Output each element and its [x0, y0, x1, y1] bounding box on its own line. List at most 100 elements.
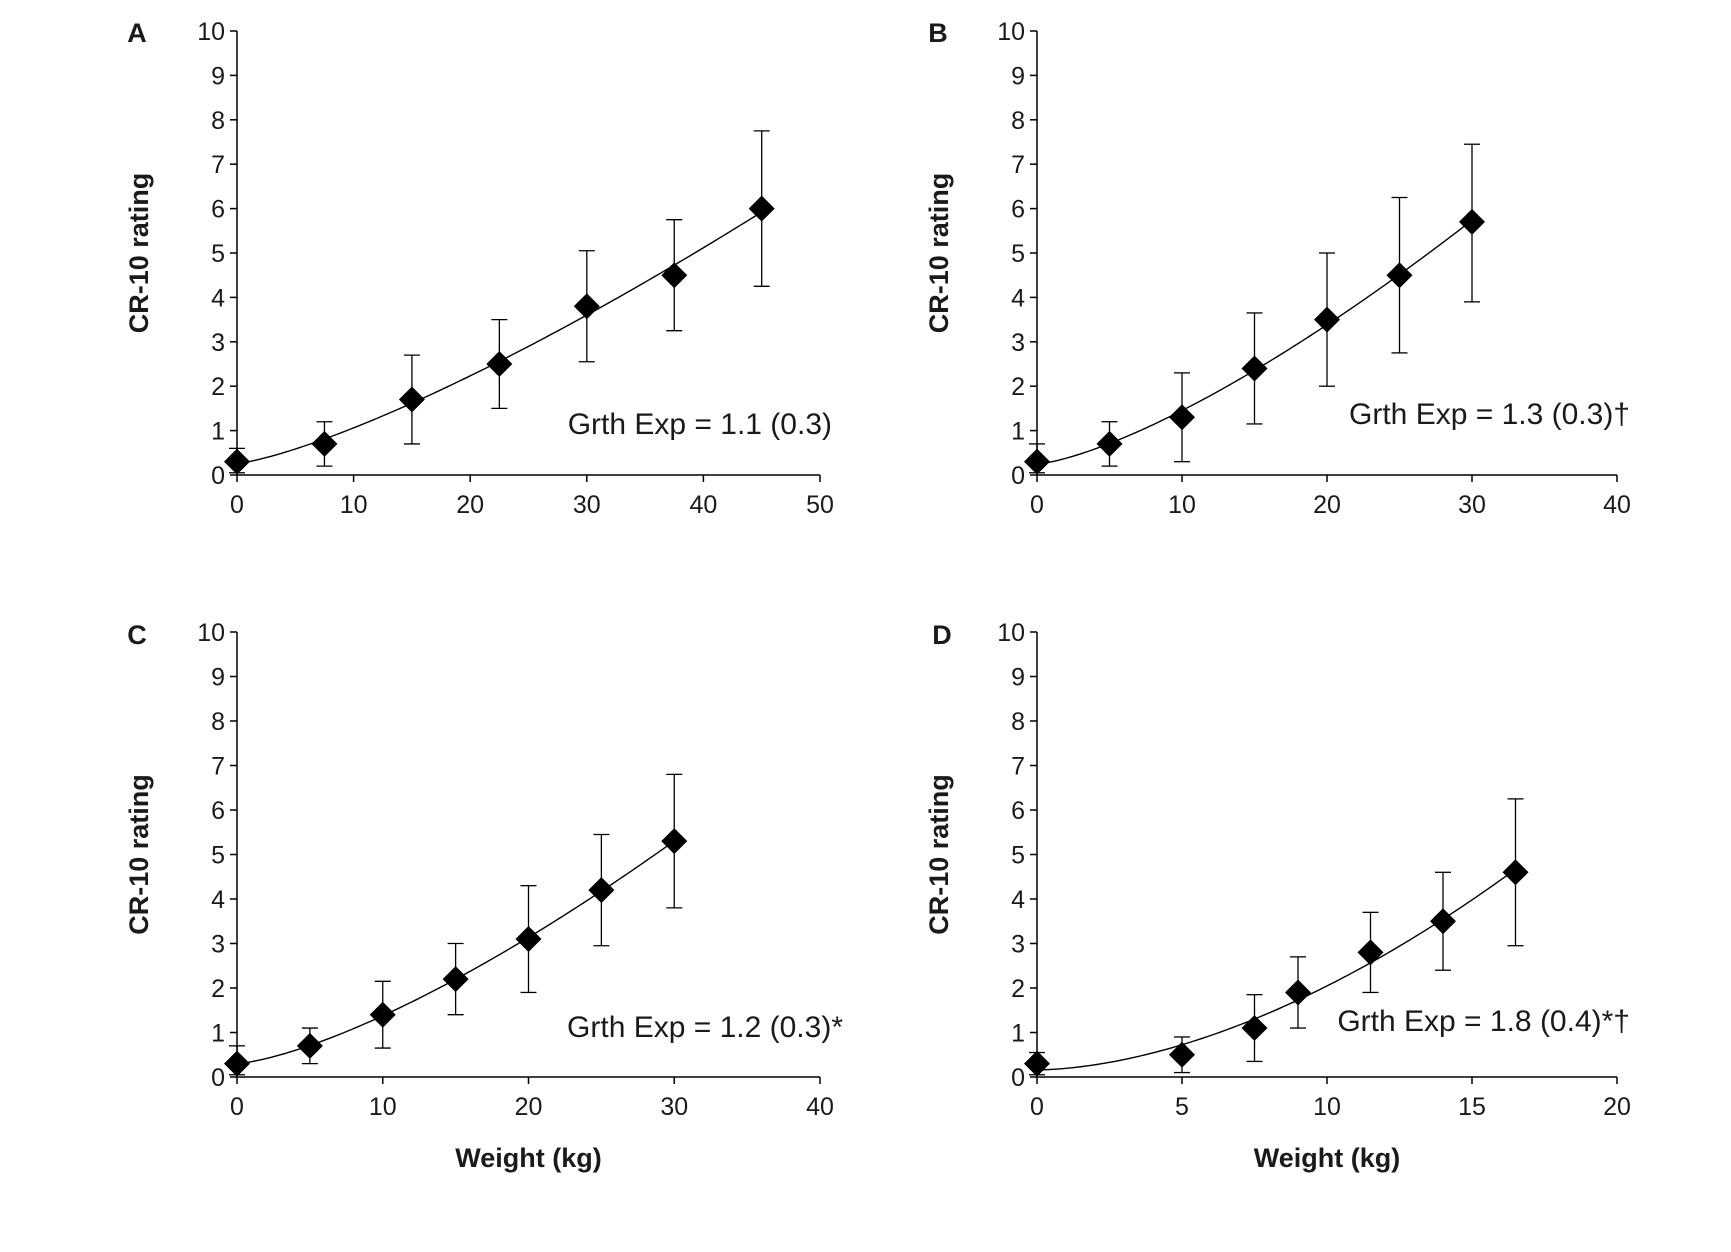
y-tick-label: 8: [211, 708, 225, 736]
x-tick-label: 50: [806, 491, 834, 519]
data-point: [296, 1032, 323, 1059]
data-point: [748, 195, 775, 222]
x-tick-label: 5: [1175, 1093, 1189, 1121]
y-axis-title: CR-10 rating: [924, 173, 954, 334]
x-tick-label: 20: [1603, 1093, 1631, 1121]
y-tick-label: 7: [1011, 151, 1025, 179]
x-tick-label: 0: [230, 491, 244, 519]
y-tick-label: 4: [1011, 284, 1025, 312]
data-point: [1024, 448, 1050, 475]
data-point: [573, 293, 600, 320]
data-point: [661, 828, 688, 855]
y-tick-label: 7: [1011, 753, 1025, 781]
x-tick-label: 30: [573, 491, 601, 519]
x-tick-label: 30: [1458, 491, 1486, 519]
data-point: [442, 966, 469, 993]
y-tick-label: 9: [211, 62, 225, 90]
y-tick-label: 8: [211, 107, 225, 135]
panel-c: 0 1 2 3 4 5 6 7 8 9 10 0 10 20 30 40 C CR-10 rating Weight…: [124, 619, 843, 1173]
data-point: [1169, 1041, 1195, 1068]
panel-letter: B: [928, 18, 948, 48]
y-tick-label: 1: [1011, 418, 1025, 446]
data-point: [661, 262, 688, 289]
y-tick-label: 2: [211, 373, 225, 401]
y-tick-label: 3: [1011, 329, 1025, 357]
x-tick-label: 10: [1168, 491, 1196, 519]
y-axis-title: CR-10 rating: [124, 173, 154, 334]
y-axis-title: CR-10 rating: [124, 774, 154, 935]
x-tick-label: 20: [456, 491, 484, 519]
x-tick-label: 10: [1313, 1093, 1341, 1121]
data-point: [1241, 355, 1268, 382]
panel-letter: D: [932, 620, 952, 650]
y-tick-label: 3: [1011, 931, 1025, 959]
y-tick-label: 8: [1011, 708, 1025, 736]
y-tick-label: 1: [211, 418, 225, 446]
data-point: [1285, 979, 1311, 1006]
x-tick-label: 40: [689, 491, 717, 519]
y-tick-label: 5: [1011, 842, 1025, 870]
x-tick-label: 30: [660, 1093, 688, 1121]
y-tick-label: 10: [197, 619, 225, 647]
x-tick-label: 40: [1603, 491, 1631, 519]
y-axis-title: CR-10 rating: [924, 774, 954, 935]
y-tick-label: 8: [1011, 107, 1025, 135]
x-tick-label: 20: [515, 1093, 543, 1121]
data-point: [1096, 430, 1123, 457]
data-point: [1314, 306, 1340, 333]
growth-exponent-label: Grth Exp = 1.2 (0.3)*: [567, 1011, 843, 1044]
data-point: [486, 351, 513, 377]
data-point: [224, 1050, 250, 1077]
y-tick-label: 6: [211, 797, 225, 825]
growth-exponent-label: Grth Exp = 1.8 (0.4)*†: [1337, 1005, 1630, 1038]
x-tick-label: 15: [1458, 1093, 1486, 1121]
data-point: [311, 430, 338, 457]
data-point: [1502, 859, 1529, 886]
data-point: [1169, 404, 1195, 431]
y-tick-label: 0: [211, 462, 225, 490]
y-tick-label: 10: [197, 18, 225, 46]
data-point: [588, 877, 615, 904]
panel-b: 0 1 2 3 4 5 6 7 8 9 10 0 10 20 30 40 B CR-10 rating Grth E…: [924, 18, 1631, 519]
y-tick-label: 1: [211, 1020, 225, 1048]
x-tick-label: 10: [369, 1093, 397, 1121]
data-point: [515, 926, 542, 953]
y-tick-label: 2: [211, 975, 225, 1003]
data-point: [1430, 908, 1456, 935]
y-tick-label: 9: [1011, 62, 1025, 90]
y-tick-label: 7: [211, 753, 225, 781]
y-tick-label: 1: [1011, 1020, 1025, 1048]
data-point: [1241, 1015, 1268, 1042]
x-tick-label: 10: [340, 491, 368, 519]
x-axis-title: Weight (kg): [1254, 1143, 1400, 1173]
y-tick-label: 2: [1011, 975, 1025, 1003]
y-tick-label: 0: [1011, 1064, 1025, 1092]
x-tick-label: 40: [806, 1093, 834, 1121]
y-tick-label: 0: [211, 1064, 225, 1092]
growth-exponent-label: Grth Exp = 1.3 (0.3)†: [1349, 398, 1630, 431]
data-point: [1459, 208, 1485, 235]
x-tick-label: 0: [1030, 491, 1044, 519]
y-tick-label: 10: [997, 18, 1025, 46]
y-tick-label: 9: [1011, 664, 1025, 692]
data-point: [1024, 1050, 1050, 1077]
y-tick-label: 10: [997, 619, 1025, 647]
growth-exponent-label: Grth Exp = 1.1 (0.3): [568, 408, 832, 441]
data-point: [224, 448, 250, 475]
data-point: [398, 386, 425, 413]
y-tick-label: 4: [211, 886, 225, 914]
y-tick-label: 5: [211, 240, 225, 268]
y-tick-label: 6: [1011, 196, 1025, 224]
x-tick-label: 0: [1030, 1093, 1044, 1121]
data-point: [1357, 939, 1384, 966]
panel-a: 0 1 2 3 4 5 6 7 8 9 10 0 10 20 30 40 50 A CR-10 rating Grth…: [124, 18, 834, 519]
x-tick-label: 20: [1313, 491, 1341, 519]
y-tick-label: 7: [211, 151, 225, 179]
y-tick-label: 6: [211, 196, 225, 224]
y-tick-label: 5: [211, 842, 225, 870]
y-tick-label: 6: [1011, 797, 1025, 825]
y-tick-label: 4: [1011, 886, 1025, 914]
y-tick-label: 2: [1011, 373, 1025, 401]
x-axis-title: Weight (kg): [455, 1143, 601, 1173]
